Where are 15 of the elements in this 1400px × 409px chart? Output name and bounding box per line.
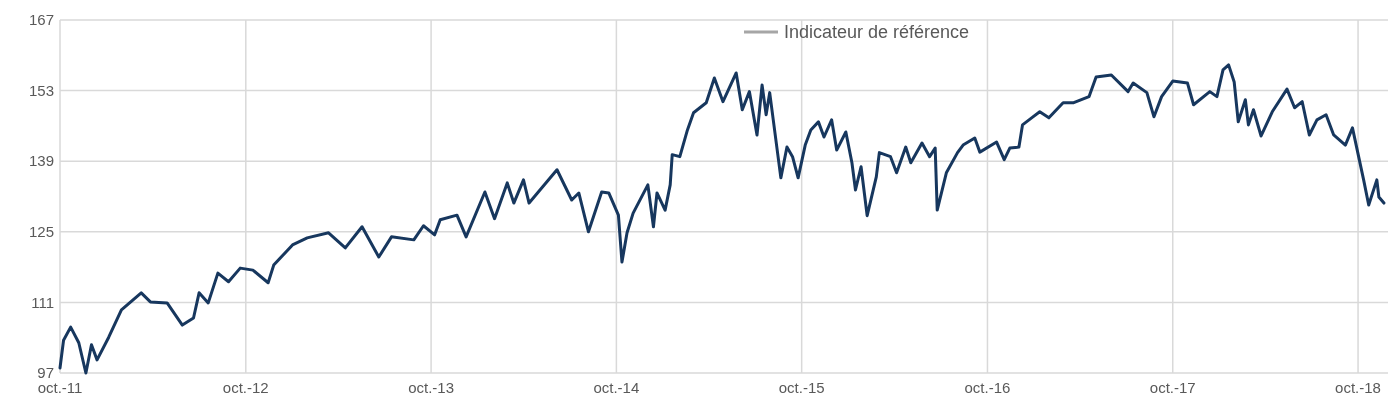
x-tick-label: oct.-17: [1149, 379, 1196, 396]
y-tick-label: 153: [28, 81, 54, 99]
legend-label: Indicateur de référence: [784, 22, 970, 43]
x-tick-label: oct.-13: [408, 379, 455, 396]
y-tick-label: 167: [28, 11, 54, 29]
y-tick-label: 97: [37, 364, 54, 382]
y-tick-label: 139: [28, 152, 54, 170]
y-tick-label: 125: [28, 223, 54, 241]
x-tick-label: oct.-18: [1335, 379, 1381, 396]
x-tick-label: oct.-14: [593, 379, 640, 396]
y-tick-label: 111: [31, 293, 54, 311]
x-tick-label: oct.-15: [778, 379, 825, 396]
x-tick-label: oct.-12: [222, 379, 269, 396]
x-tick-label: oct.-16: [964, 379, 1011, 396]
x-tick-label: oct.-11: [37, 379, 83, 396]
